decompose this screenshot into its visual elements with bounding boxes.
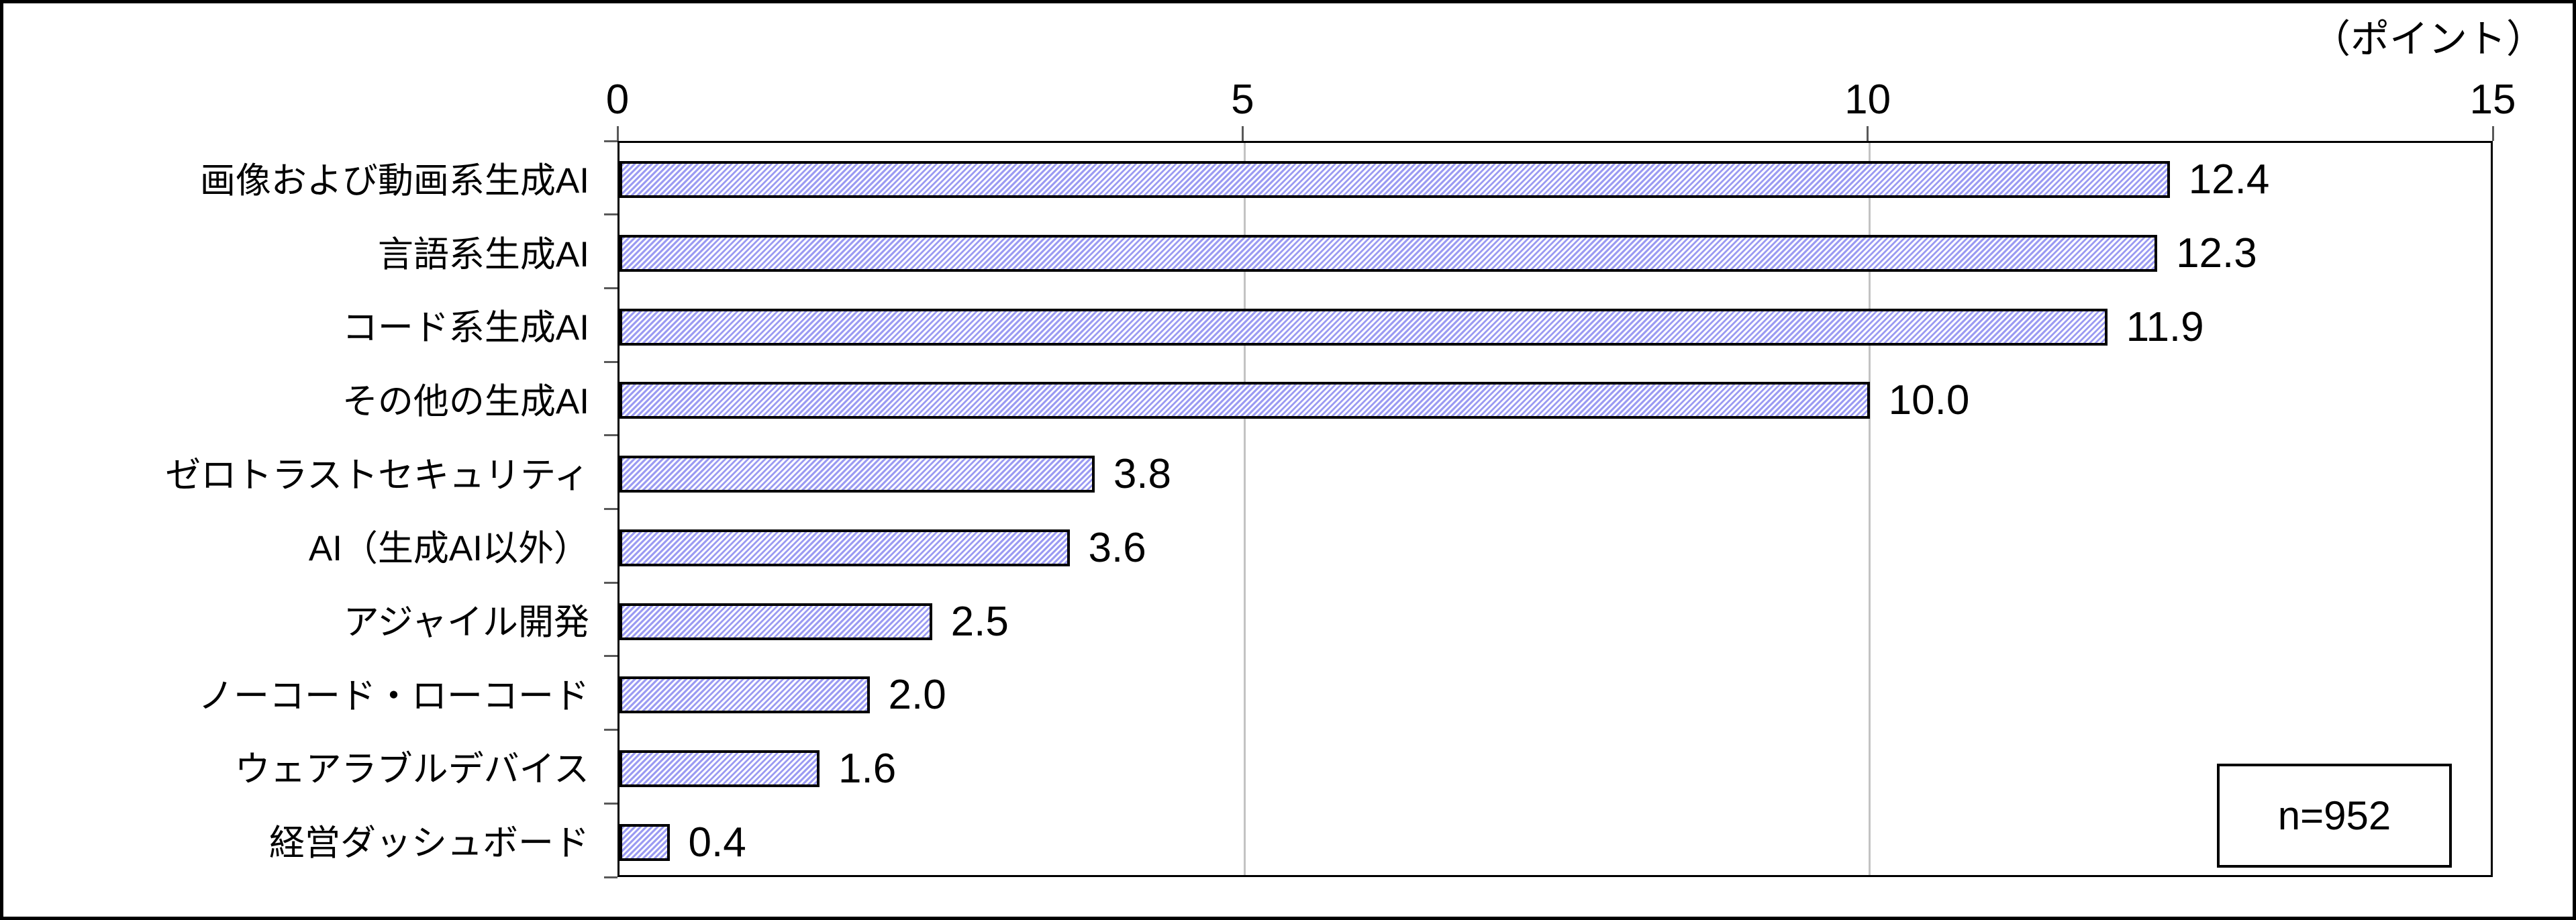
y-axis-tick	[604, 802, 617, 805]
bar-value-label: 2.5	[950, 598, 1009, 645]
y-axis-tick	[604, 508, 617, 510]
y-axis-tick	[604, 876, 617, 878]
x-axis-tick-label-5: 5	[1231, 76, 1254, 123]
category-label: ノーコード・ローコード	[198, 676, 589, 716]
axis-unit-label: （ポイント）	[2311, 17, 2545, 61]
x-axis-tick-0	[616, 126, 619, 141]
category-label: ウェアラブルデバイス	[234, 750, 589, 790]
y-axis-tick	[604, 360, 617, 363]
bar-value-label: 1.6	[838, 745, 897, 792]
gridline-10	[1869, 143, 1871, 875]
category-label: AI（生成AI以外）	[308, 529, 589, 569]
category-label: ゼロトラストセキュリティ	[165, 455, 589, 495]
category-label: その他の生成AI	[342, 381, 589, 421]
bar-value-label: 12.4	[2188, 156, 2270, 203]
y-axis-tick	[604, 213, 617, 216]
category-label: 画像および動画系生成AI	[199, 160, 589, 201]
y-axis-tick	[604, 287, 617, 289]
x-axis-tick-10	[1867, 126, 1869, 141]
bar-value-label: 12.3	[2176, 230, 2257, 277]
bar-value-label: 11.9	[2126, 303, 2204, 350]
x-axis-tick-label-0: 0	[605, 76, 630, 123]
sample-size-label: n=952	[2277, 793, 2391, 838]
bar	[620, 529, 1070, 566]
category-label: 言語系生成AI	[377, 234, 589, 274]
x-axis-tick-label-10: 10	[1844, 76, 1891, 123]
bar	[620, 603, 932, 640]
bar	[620, 750, 820, 787]
bar	[620, 235, 2158, 272]
category-label: コード系生成AI	[342, 308, 589, 348]
bar	[620, 456, 1095, 493]
gridline-5	[1243, 143, 1246, 875]
bar	[620, 308, 2108, 346]
bar-value-label: 10.0	[1888, 377, 1970, 424]
bar-value-label: 3.6	[1088, 524, 1146, 571]
plot-area: 12.4 12.3 11.9 10.0 3.8 3.6 2.5 2.0 1.6 0.4 n=952	[617, 141, 2493, 877]
x-axis-tick-5	[1241, 126, 1244, 141]
x-axis-tick-15	[2491, 126, 2494, 141]
bar-value-label: 0.4	[688, 819, 746, 866]
bar-value-label: 2.0	[888, 672, 946, 719]
category-label: アジャイル開発	[343, 603, 589, 643]
bar-value-label: 3.8	[1113, 451, 1172, 498]
bar	[620, 382, 1870, 419]
bar	[620, 676, 870, 714]
y-axis-tick	[604, 729, 617, 731]
x-axis-tick-label-15: 15	[2469, 76, 2516, 123]
bar	[620, 823, 670, 861]
y-axis-tick	[604, 140, 617, 142]
category-label: 経営ダッシュボード	[269, 823, 589, 864]
y-axis-tick	[604, 581, 617, 584]
bar	[620, 161, 2170, 199]
y-axis-tick	[604, 655, 617, 658]
sample-size-box: n=952	[2217, 764, 2452, 868]
y-axis-tick	[604, 434, 617, 437]
